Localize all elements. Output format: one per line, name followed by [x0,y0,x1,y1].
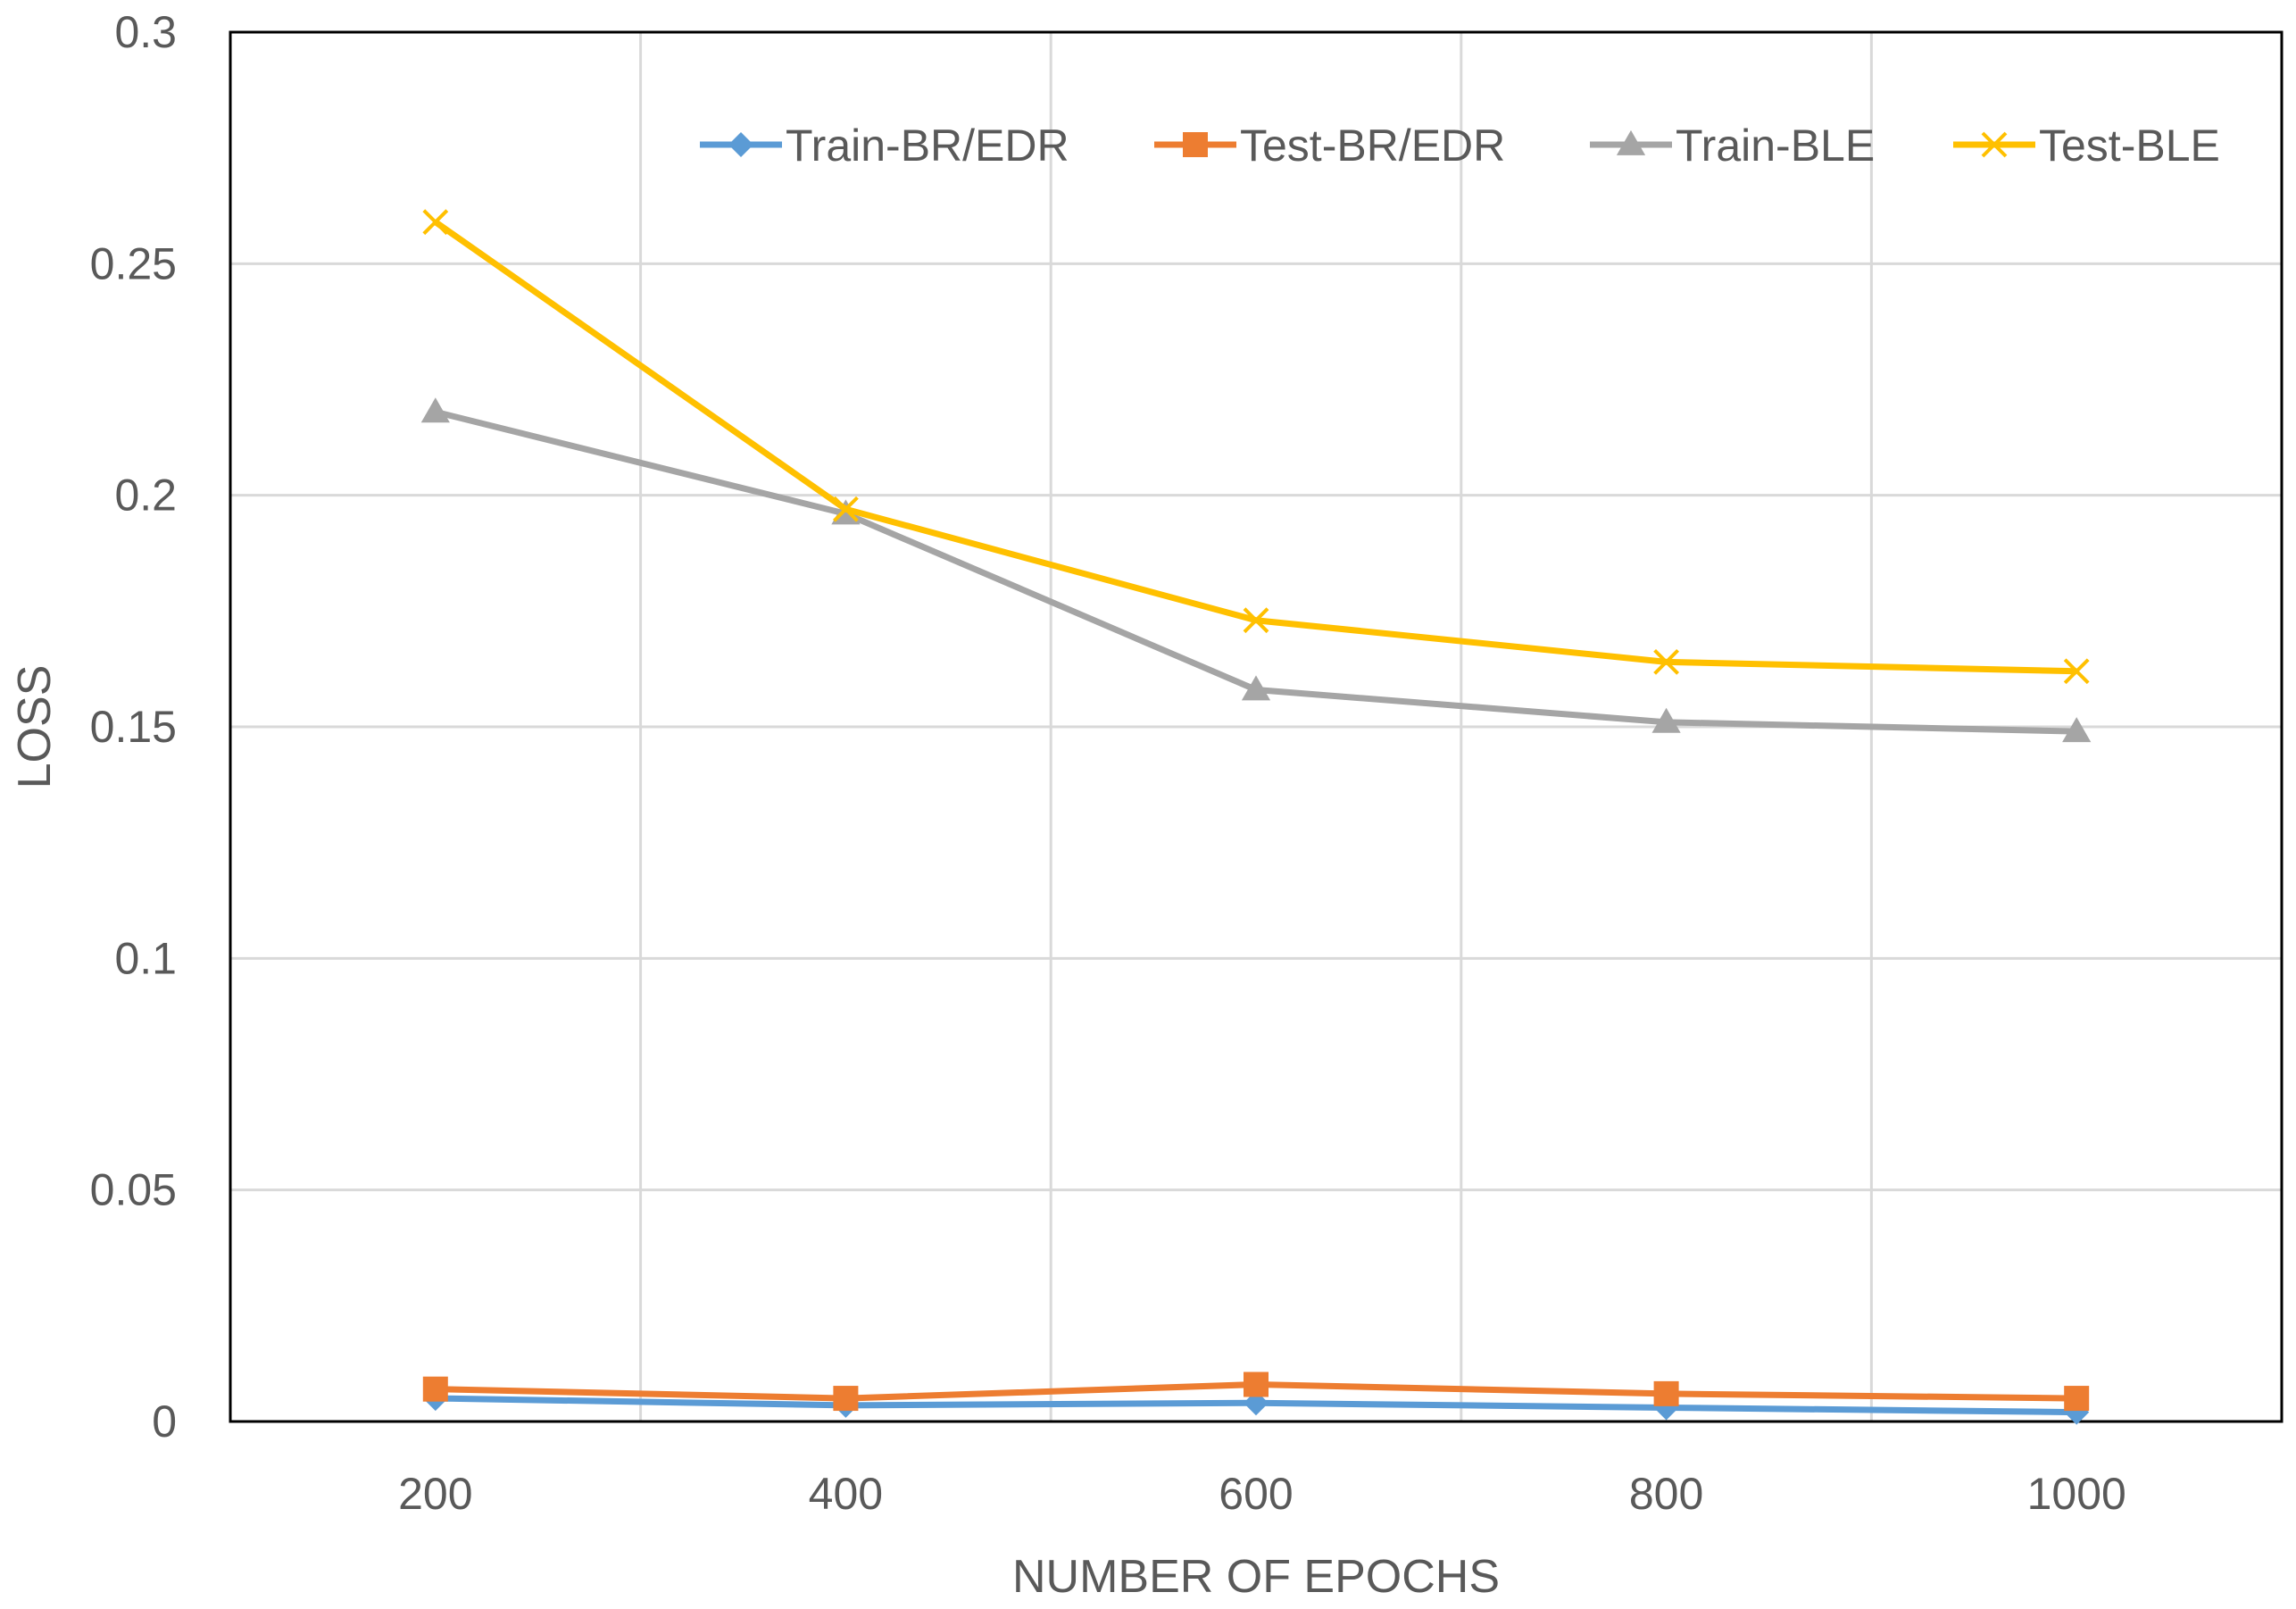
y-tick-label: 0 [152,1396,177,1446]
legend-marker [728,132,753,157]
x-axis-ticks: 200 400 600 800 1000 [398,1469,2126,1519]
legend-item-test-br-edr: Test-BR/EDR [1154,121,1505,171]
data-point-test-br-edr [2064,1386,2090,1412]
y-tick-label: 0.15 [90,702,177,752]
data-point-train-ble [2062,717,2092,743]
data-point-train-ble [1241,675,1271,701]
series-test-ble [422,209,2090,685]
series-test-br-edr [422,1371,2090,1412]
x-tick-label: 800 [1629,1469,1703,1519]
legend-item-test-ble: Test-BLE [1953,121,2220,171]
legend-marker [1616,129,1646,155]
y-tick-label: 0.05 [90,1165,177,1215]
y-tick-label: 0.1 [114,933,177,983]
legend-marker [1183,132,1208,157]
y-tick-label: 0.2 [114,471,177,521]
data-point-test-ble [2063,658,2090,685]
data-point-test-ble [1653,648,1680,675]
y-axis-label: LOSS [9,665,61,789]
legend-label: Test-BR/EDR [1240,121,1505,171]
data-point-test-ble [1243,607,1269,634]
y-axis-ticks: 0 0.05 0.1 0.15 0.2 0.25 0.3 [90,7,177,1446]
x-axis-label: NUMBER OF EPOCHS [1012,1551,1500,1603]
legend: Train-BR/EDR Test-BR/EDR Train-BLE Test-BLE [700,121,2220,171]
data-point-test-br-edr [1244,1371,1269,1397]
legend-label: Test-BLE [2039,121,2220,171]
x-tick-label: 600 [1219,1469,1293,1519]
series-group [420,209,2092,1425]
legend-item-train-ble: Train-BLE [1590,121,1875,171]
legend-label: Train-BLE [1676,121,1875,171]
data-point-train-ble [1651,707,1681,733]
legend-item-train-br-edr: Train-BR/EDR [700,121,1069,171]
data-point-test-ble [832,496,859,522]
x-tick-label: 1000 [2027,1469,2126,1519]
legend-label: Train-BR/EDR [786,121,1069,171]
data-point-test-br-edr [1653,1380,1679,1406]
plot-area-frame [229,30,2284,1423]
y-tick-label: 0.3 [114,7,177,57]
x-tick-label: 200 [398,1469,472,1519]
data-point-test-ble [422,209,449,236]
data-point-test-br-edr [833,1386,859,1412]
x-tick-label: 400 [809,1469,883,1519]
y-tick-label: 0.25 [90,238,177,288]
legend-marker [1981,131,2008,158]
data-point-train-ble [420,397,450,423]
data-point-test-br-edr [422,1376,448,1402]
